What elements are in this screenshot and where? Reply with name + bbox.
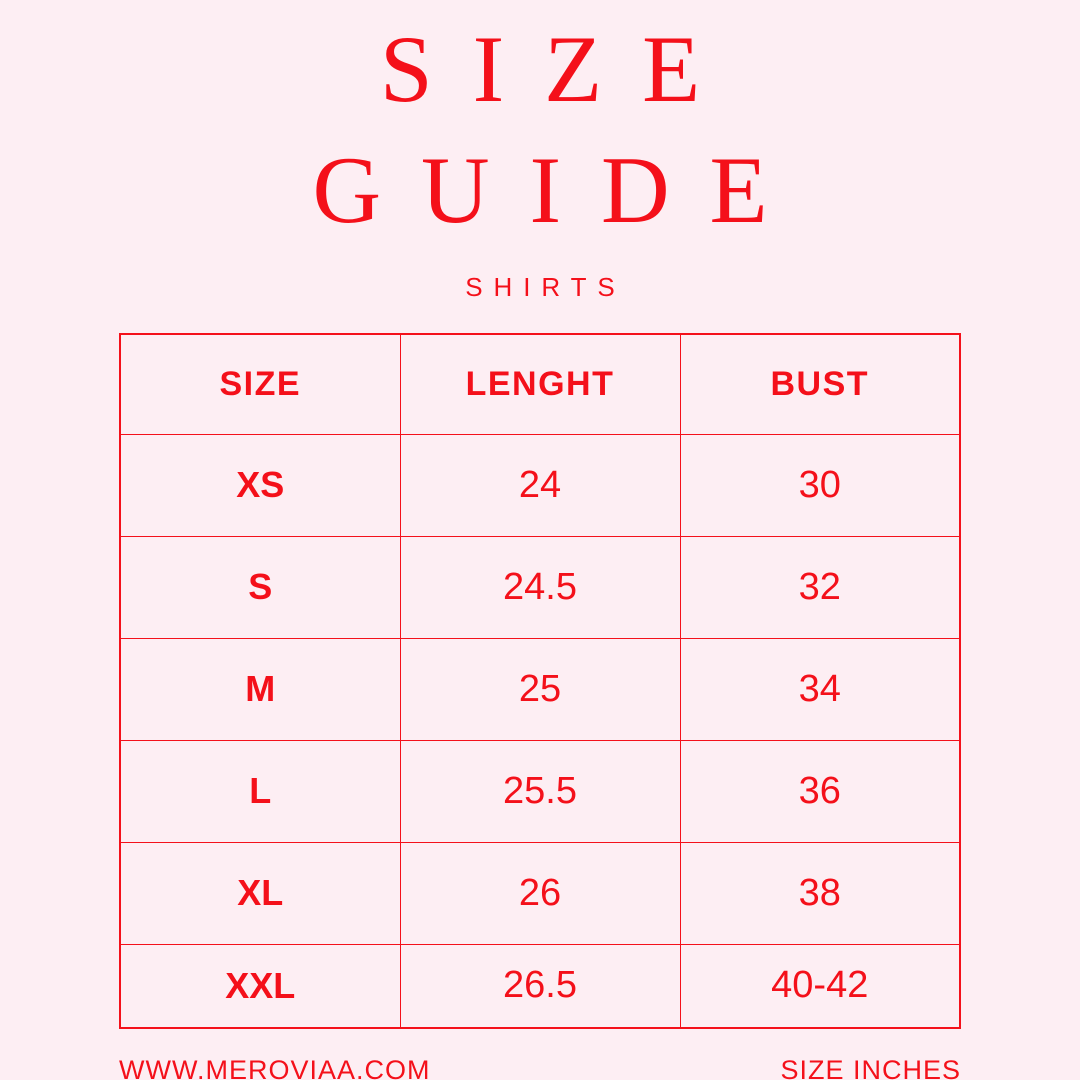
page-title-line2: GUIDE [312,137,808,243]
cell-bust: 40-42 [679,943,961,1029]
cell-length: 25 [399,637,681,741]
table-row: S 24.5 32 [119,535,961,639]
column-header-bust: BUST [679,333,961,435]
cell-length: 26.5 [399,943,681,1029]
cell-length: 24.5 [399,535,681,639]
cell-size: M [119,637,401,741]
cell-size: XS [119,433,401,537]
cell-bust: 38 [679,841,961,945]
table-row: XL 26 38 [119,841,961,945]
cell-size: S [119,535,401,639]
cell-bust: 36 [679,739,961,843]
size-table-body: XS 24 30 S 24.5 32 M 25 34 L 25.5 36 XL 26 38 XXL 26.5 40… [119,433,961,1029]
size-table-header: SIZE LENGHT BUST [119,333,961,435]
header-row: SIZE LENGHT BUST [119,333,961,435]
cell-bust: 30 [679,433,961,537]
units-text: SIZE INCHES [780,1055,961,1080]
cell-size: L [119,739,401,843]
size-table: SIZE LENGHT BUST XS 24 30 S 24.5 32 M 25 34 L 25.5… [119,333,961,1029]
cell-bust: 32 [679,535,961,639]
title-block: SIZE GUIDE SHIRTS [0,0,1080,303]
cell-bust: 34 [679,637,961,741]
page-title-line1: SIZE [379,16,741,122]
cell-length: 24 [399,433,681,537]
cell-length: 26 [399,841,681,945]
page-subtitle: SHIRTS [465,272,626,302]
table-row: XXL 26.5 40-42 [119,943,961,1029]
website-text: WWW.MEROVIAA.COM [119,1055,431,1080]
table-row: XS 24 30 [119,433,961,537]
cell-length: 25.5 [399,739,681,843]
column-header-size: SIZE [119,333,401,435]
cell-size: XXL [119,943,401,1029]
cell-size: XL [119,841,401,945]
footer: WWW.MEROVIAA.COM SIZE INCHES [119,1055,961,1080]
table-row: M 25 34 [119,637,961,741]
column-header-length: LENGHT [399,333,681,435]
table-row: L 25.5 36 [119,739,961,843]
